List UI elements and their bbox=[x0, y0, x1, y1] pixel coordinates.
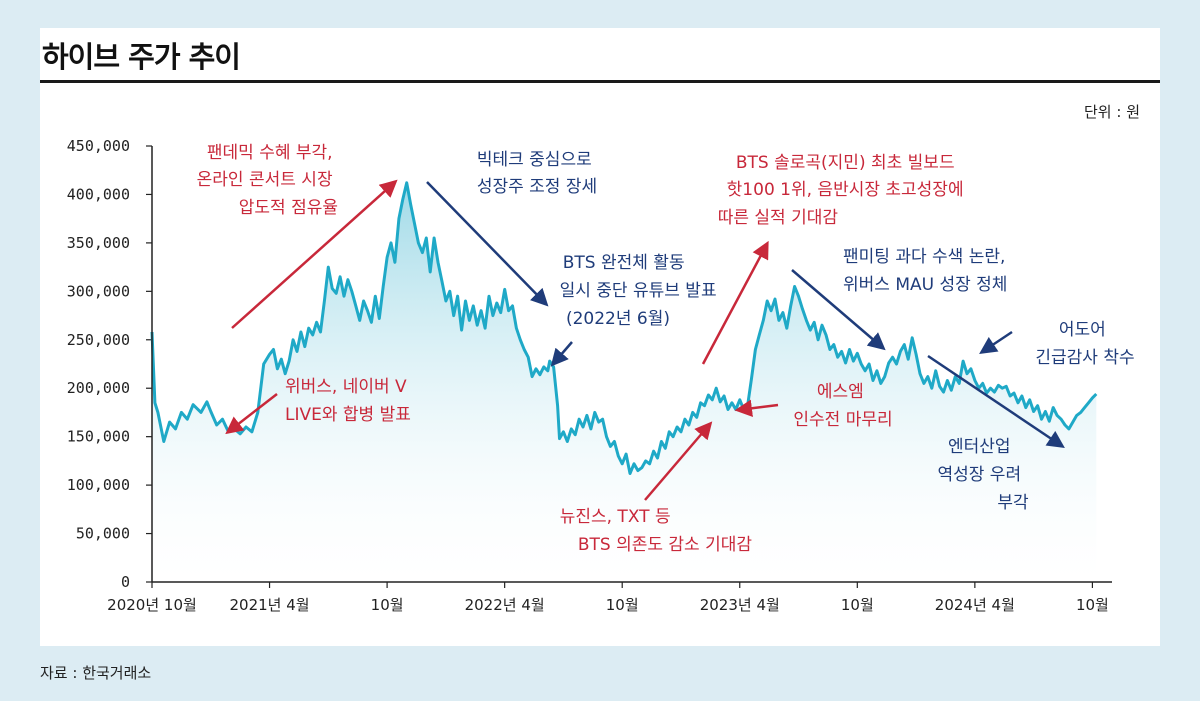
arrow-newjeans bbox=[644, 421, 713, 501]
arrow-jimin bbox=[701, 240, 769, 365]
anno-weverse-line: 위버스, 네이버 V bbox=[285, 377, 407, 397]
anno-jimin-line: BTS 솔로곡(지민) 최초 빌보드 bbox=[736, 153, 955, 173]
anno-sm: 에스엠 인수전 마무리 bbox=[793, 382, 892, 430]
annotations: 팬데믹 수혜 부각, 온라인 콘서트 시장 압도적 점유율 빅테크 중심으로 성… bbox=[197, 143, 1135, 555]
anno-jimin-line: 따른 실적 기대감 bbox=[718, 208, 839, 228]
anno-fanmeeting-line: 위버스 MAU 성장 정체 bbox=[843, 275, 1007, 295]
y-tick-label: 400,000 bbox=[67, 185, 130, 203]
anno-bts-hiatus: BTS 완전체 활동 일시 중단 유튜브 발표 (2022년 6월) bbox=[560, 253, 722, 329]
anno-pandemic: 팬데믹 수혜 부각, 온라인 콘서트 시장 압도적 점유율 bbox=[197, 143, 338, 218]
price-line bbox=[150, 181, 1098, 475]
anno-newjeans-line: 뉴진스, TXT 등 bbox=[560, 507, 671, 527]
y-tick-label: 150,000 bbox=[67, 428, 130, 446]
x-tick-label: 10월 bbox=[1076, 596, 1109, 614]
x-tick-label: 2021년 4월 bbox=[230, 596, 310, 614]
anno-jimin: BTS 솔로곡(지민) 최초 빌보드 핫100 1위, 음반시장 초고성장에 따… bbox=[718, 153, 969, 228]
anno-bts-hiatus-line: (2022년 6월) bbox=[566, 309, 670, 329]
anno-sm-line: 에스엠 bbox=[817, 382, 864, 402]
x-axis-ticks: 2020년 10월 2021년 4월 10월 2022년 4월 10월 2023년 4월 1… bbox=[107, 582, 1109, 614]
anno-sm-line: 인수전 마무리 bbox=[793, 410, 892, 430]
y-tick-label: 350,000 bbox=[67, 234, 130, 252]
anno-bigtech-line: 성장주 조정 장세 bbox=[477, 177, 597, 197]
anno-fanmeeting-line: 팬미팅 과다 수색 논란, bbox=[843, 247, 1005, 267]
x-tick-label: 10월 bbox=[371, 596, 404, 614]
arrow-bigtech bbox=[426, 181, 549, 307]
source-label: 자료 : 한국거래소 bbox=[40, 664, 152, 682]
y-tick-label: 300,000 bbox=[67, 282, 130, 300]
anno-pandemic-line: 온라인 콘서트 시장 bbox=[197, 170, 333, 190]
y-tick-label: 50,000 bbox=[76, 525, 130, 543]
anno-pandemic-line: 압도적 점유율 bbox=[239, 198, 338, 218]
x-tick-label: 2022년 4월 bbox=[465, 596, 545, 614]
anno-ador-line: 어도어 bbox=[1059, 320, 1106, 340]
anno-bigtech: 빅테크 중심으로 성장주 조정 장세 bbox=[477, 150, 597, 197]
anno-fanmeeting: 팬미팅 과다 수색 논란, 위버스 MAU 성장 정체 bbox=[843, 247, 1011, 295]
anno-ador-line: 긴급감사 착수 bbox=[1035, 348, 1134, 368]
title-divider bbox=[40, 80, 1160, 83]
y-axis-ticks: 0 50,000 100,000 150,000 200,000 250,000 300,0… bbox=[67, 137, 152, 591]
anno-ador: 어도어 긴급감사 착수 bbox=[1035, 320, 1134, 368]
anno-newjeans: 뉴진스, TXT 등 BTS 의존도 감소 기대감 bbox=[560, 507, 753, 555]
anno-pandemic-line: 팬데믹 수혜 부각, bbox=[207, 143, 333, 163]
anno-weverse-line: LIVE와 합병 발표 bbox=[285, 405, 411, 425]
y-tick-label: 200,000 bbox=[67, 379, 130, 397]
x-tick-label: 10월 bbox=[606, 596, 639, 614]
y-tick-label: 0 bbox=[121, 573, 130, 591]
anno-bts-hiatus-line: 일시 중단 유튜브 발표 bbox=[560, 281, 717, 301]
y-tick-label: 100,000 bbox=[67, 476, 130, 494]
anno-weverse: 위버스, 네이버 V LIVE와 합병 발표 bbox=[285, 377, 412, 425]
arrow-weverse bbox=[225, 393, 278, 435]
arrow-fanmeeting bbox=[791, 269, 886, 351]
x-tick-label: 10월 bbox=[841, 596, 874, 614]
price-area-fill bbox=[152, 182, 1097, 583]
x-tick-label: 2024년 4월 bbox=[935, 596, 1015, 614]
anno-bigtech-line: 빅테크 중심으로 bbox=[477, 150, 592, 170]
unit-label: 단위 : 원 bbox=[1084, 103, 1140, 121]
y-tick-label: 450,000 bbox=[67, 137, 130, 155]
y-tick-label: 250,000 bbox=[67, 331, 130, 349]
anno-jimin-line: 핫100 1위, 음반시장 초고성장에 bbox=[727, 180, 964, 200]
arrow-ent-decline bbox=[927, 354, 1065, 448]
anno-bts-hiatus-line: BTS 완전체 활동 bbox=[563, 253, 685, 273]
anno-newjeans-line: BTS 의존도 감소 기대감 bbox=[578, 535, 753, 555]
page-title: 하이브 주가 추이 bbox=[42, 40, 241, 74]
arrow-sm bbox=[734, 399, 779, 417]
arrow-bts-hiatus bbox=[550, 341, 573, 367]
x-tick-label: 2020년 10월 bbox=[107, 596, 197, 614]
anno-ent-decline: 엔터산업 역성장 우려 부각 bbox=[937, 437, 1029, 513]
arrow-pandemic bbox=[231, 179, 398, 329]
arrow-ador bbox=[979, 330, 1013, 354]
annotation-arrows bbox=[225, 179, 1065, 501]
anno-ent-decline-line: 역성장 우려 bbox=[937, 465, 1021, 485]
anno-ent-decline-line: 엔터산업 bbox=[948, 437, 1011, 457]
x-tick-label: 2023년 4월 bbox=[700, 596, 780, 614]
anno-ent-decline-line: 부각 bbox=[997, 493, 1029, 513]
